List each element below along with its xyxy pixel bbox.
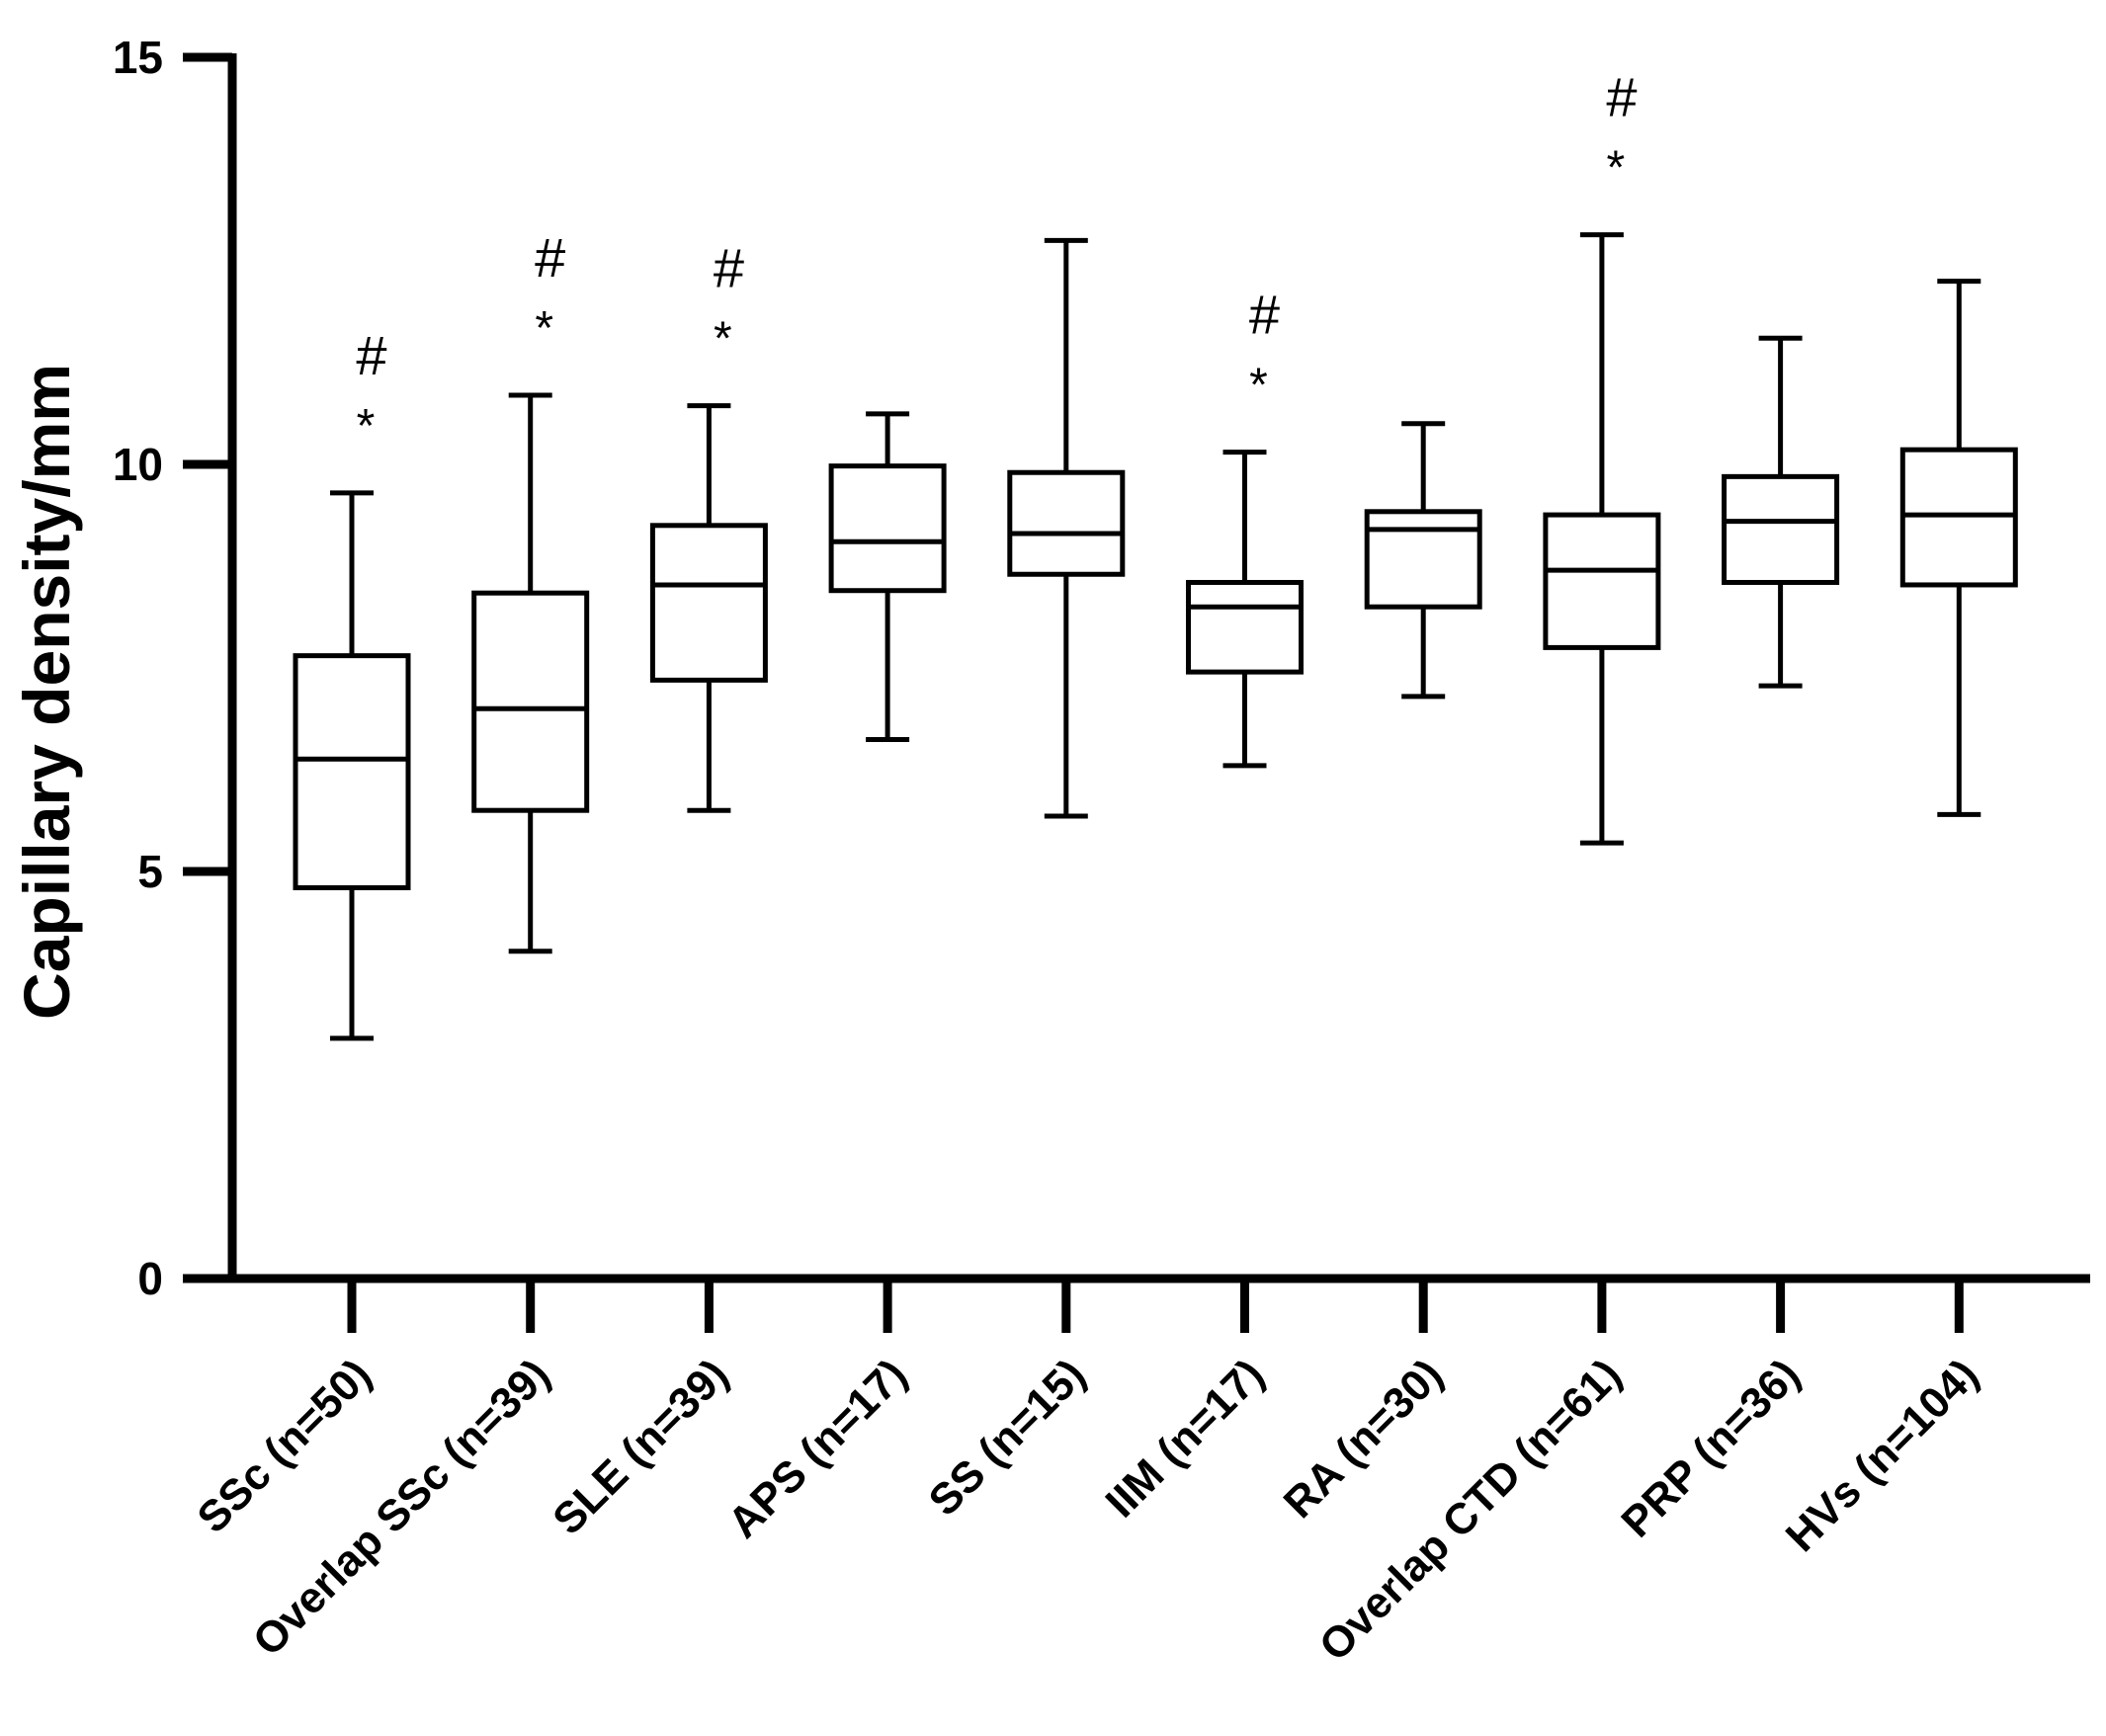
x-category-label: HVs (n=104) (1777, 1350, 1988, 1561)
x-category-label: PRP (n=36) (1612, 1350, 1809, 1546)
box-iqr (649, 523, 768, 683)
box-iqr (293, 653, 411, 890)
box-6 (1186, 450, 1304, 769)
hash-mark: # (356, 324, 386, 386)
y-tick-label: 0 (137, 1253, 163, 1304)
asterisk-mark: * (1607, 142, 1626, 195)
hash-mark: # (535, 226, 565, 289)
x-category-label: SS (n=15) (920, 1350, 1095, 1525)
x-category-label: SSc (n=50) (188, 1350, 380, 1542)
box-3 (649, 403, 768, 813)
box-iqr (471, 590, 590, 813)
y-tick-label: 15 (113, 32, 163, 83)
hash-mark: # (714, 237, 744, 299)
y-axis-title: Capillary density/mm (10, 364, 83, 1020)
box-iqr (1543, 512, 1661, 650)
box-iqr (1186, 579, 1304, 675)
box-5 (1007, 237, 1126, 819)
box-iqr (828, 463, 947, 594)
x-category-label: Overlap SSc (n=39) (244, 1350, 559, 1665)
x-category-label: RA (n=30) (1275, 1350, 1453, 1528)
boxes (293, 232, 2018, 1041)
box-4 (828, 411, 947, 743)
x-axis: SSc (n=50)Overlap SSc (n=39)SLE (n=39)AP… (183, 1274, 2090, 1671)
hash-mark: # (1606, 66, 1637, 128)
asterisk-mark: * (1249, 360, 1268, 412)
asterisk-mark: * (357, 400, 376, 453)
box-10 (1899, 279, 2018, 817)
box-iqr (1722, 473, 1840, 585)
asterisk-mark: * (535, 302, 553, 355)
box-7 (1364, 421, 1482, 700)
box-1 (293, 490, 411, 1041)
box-iqr (1364, 509, 1482, 610)
asterisk-mark: * (714, 313, 732, 366)
box-9 (1722, 335, 1840, 689)
x-category-label: APS (n=17) (718, 1350, 916, 1547)
y-tick-label: 10 (113, 439, 163, 490)
x-category-label: IIM (n=17) (1097, 1350, 1274, 1527)
significance-annotations: # * # * # * # * # * (356, 66, 1637, 453)
box-iqr (1007, 469, 1126, 577)
box-2 (471, 392, 590, 954)
x-category-label: SLE (n=39) (544, 1350, 737, 1543)
x-category-label: Overlap CTD (n=61) (1310, 1350, 1631, 1670)
hash-mark: # (1249, 284, 1280, 346)
y-tick-label: 5 (137, 846, 163, 897)
y-axis: 0 5 10 15 (113, 32, 237, 1304)
box-8 (1543, 232, 1661, 846)
